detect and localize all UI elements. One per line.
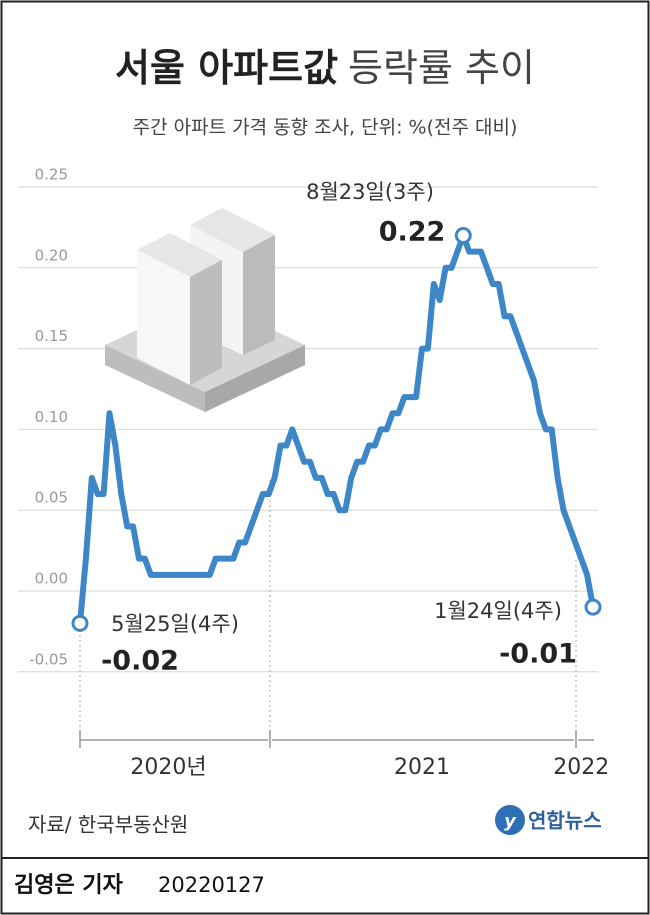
highlight-point: [71, 614, 89, 632]
y-tick-label: -0.05: [29, 650, 68, 668]
x-tick-label: 2022: [553, 755, 609, 780]
annotation-start: 5월25일(4주): [111, 612, 239, 636]
x-tick-label: 2021: [394, 755, 450, 780]
date: 20220127: [158, 873, 265, 897]
y-tick-label: 0.00: [35, 570, 68, 588]
annotation-peak: 8월23일(3주): [306, 180, 434, 204]
logo-mark: y: [504, 811, 517, 832]
y-tick-label: 0.15: [35, 327, 68, 345]
y-tick-label: 0.10: [35, 408, 68, 426]
data-line: [77, 232, 596, 624]
subtitle: 주간 아파트 가격 동향 조사, 단위: %(전주 대비): [133, 117, 518, 139]
source: 자료/ 한국부동산원: [28, 813, 188, 837]
y-tick-label: 0.25: [35, 166, 68, 184]
annotation-end: 1월24일(4주): [434, 599, 562, 623]
highlight-point: [454, 226, 472, 244]
value-label: -0.01: [499, 639, 577, 670]
logo-icon: [495, 805, 525, 835]
y-tick-label: 0.05: [35, 489, 68, 507]
value-label: 0.22: [379, 217, 446, 248]
value-label: -0.02: [101, 646, 179, 677]
reporter: 김영은 기자: [14, 873, 124, 898]
logo-text: 연합뉴스: [528, 809, 602, 833]
x-tick-label: 2020년: [130, 755, 206, 780]
x-axis-brackets: [79, 480, 594, 748]
chart-title: 서울 아파트값 등락률 추이: [115, 46, 535, 90]
title-light: 등락률 추이: [348, 46, 535, 90]
y-tick-label: 0.20: [35, 246, 68, 264]
highlight-point: [584, 598, 602, 616]
building-illustration: [105, 208, 305, 412]
title-bold: 서울 아파트값: [115, 46, 338, 90]
